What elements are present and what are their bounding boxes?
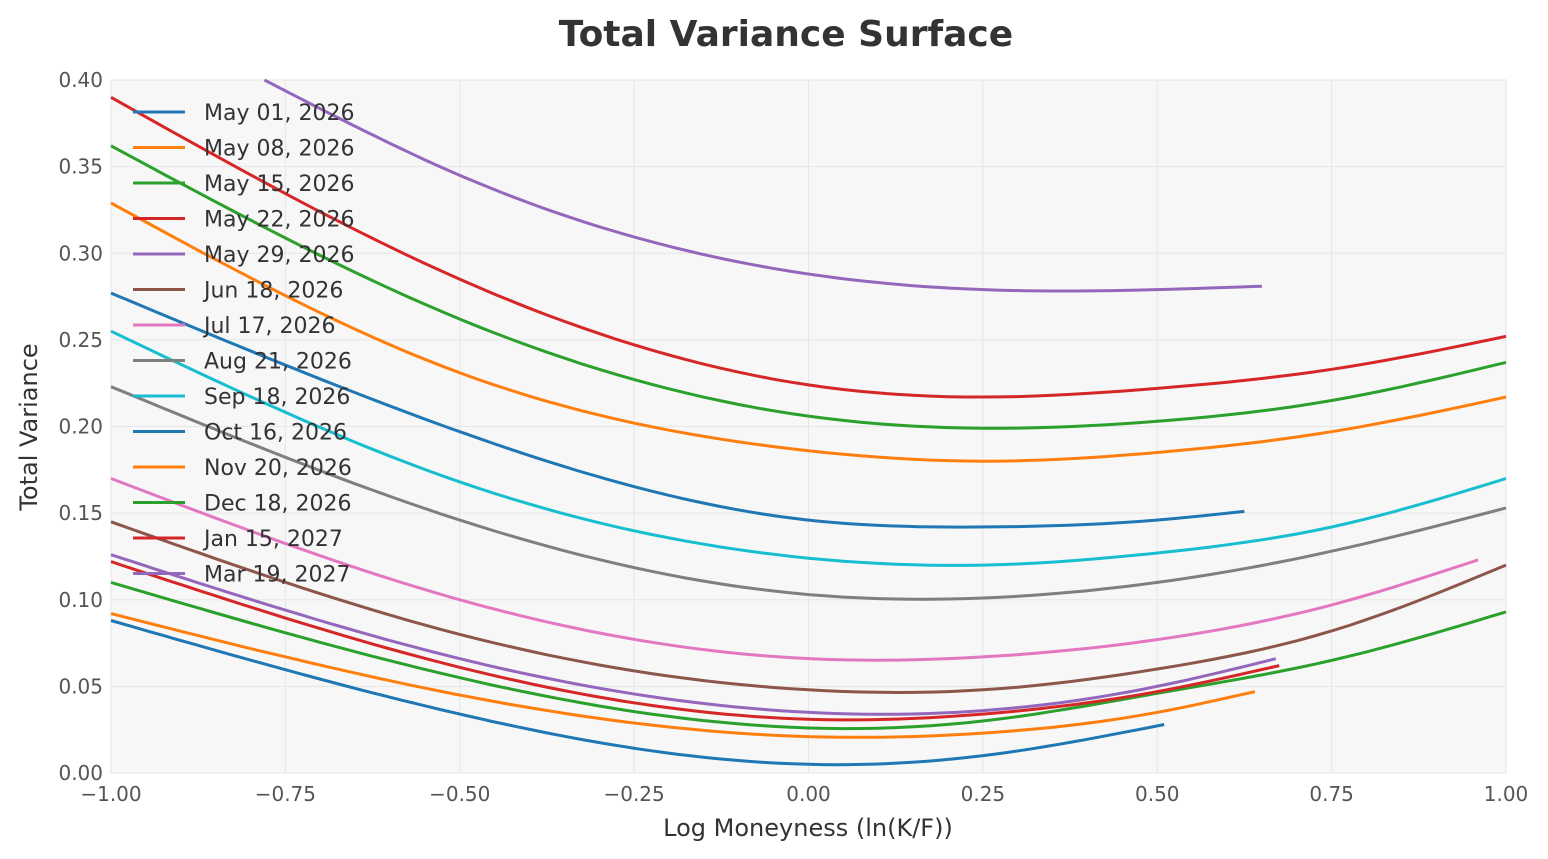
y-tick-label: 0.30 [58,241,103,265]
y-axis-label: Total Variance [15,343,43,511]
legend-item-label: Dec 18, 2026 [204,492,352,517]
y-tick-label: 0.25 [58,328,103,352]
series-line-6 [110,477,1479,662]
legend-item-label: Aug 21, 2026 [204,350,352,375]
y-tick-label: 0.40 [58,68,103,92]
series-line-3 [110,560,1280,722]
legend-item-label: May 15, 2026 [204,172,354,197]
legend-item-label: Mar 19, 2027 [204,563,350,588]
series-line-1 [110,612,1256,739]
legend-item-label: Nov 20, 2026 [204,456,352,481]
chart-title: Total Variance Surface [559,14,1013,55]
legend-item-label: May 22, 2026 [204,208,354,233]
y-tick-label: 0.10 [58,588,103,612]
series-lines [110,78,1507,767]
y-tick-label: 0.05 [58,674,103,698]
series-line-8 [110,329,1507,567]
x-axis-label: Log Moneyness (ln(K/F)) [663,814,953,842]
x-tick-label: −0.50 [429,782,490,806]
y-tick-label: 0.15 [58,501,103,525]
series-line-12 [110,95,1507,399]
series-line-5 [110,520,1507,695]
y-tick-label: 0.00 [58,761,103,785]
y-axis-ticks: 0.00 0.05 0.10 0.15 0.20 0.25 0.30 0.35 0.40 [58,68,103,785]
legend-item-label: May 08, 2026 [204,137,354,162]
x-tick-label: 0.75 [1309,782,1354,806]
x-tick-label: −0.75 [255,782,316,806]
legend-item-label: Jun 18, 2026 [202,279,343,304]
series-line-7 [110,385,1507,601]
legend-item-label: May 01, 2026 [204,101,354,126]
x-tick-label: 0.50 [1135,782,1180,806]
series-line-2 [110,580,1507,731]
legend-item-label: Jul 17, 2026 [202,314,336,339]
x-axis-ticks: −1.00 −0.75 −0.50 −0.25 0.00 0.25 0.50 0.75 1.00 [80,782,1528,806]
series-line-13 [263,78,1262,293]
x-tick-label: −0.25 [603,782,664,806]
series-line-9 [110,291,1245,529]
series-line-11 [110,144,1507,430]
legend-item-label: Sep 18, 2026 [204,385,350,410]
series-line-0 [110,619,1165,767]
y-tick-label: 0.35 [58,155,103,179]
x-tick-label: −1.00 [80,782,141,806]
series-line-4 [110,553,1277,716]
x-tick-label: 1.00 [1484,782,1529,806]
legend: May 01, 2026 May 08, 2026 May 15, 2026 May … [133,101,354,588]
y-tick-label: 0.20 [58,415,103,439]
series-line-10 [110,201,1507,463]
x-tick-label: 0.25 [961,782,1006,806]
legend-item-label: Oct 16, 2026 [204,421,347,446]
x-tick-label: 0.00 [786,782,831,806]
legend-item-label: May 29, 2026 [204,243,354,268]
legend-item-label: Jan 15, 2027 [202,527,343,552]
